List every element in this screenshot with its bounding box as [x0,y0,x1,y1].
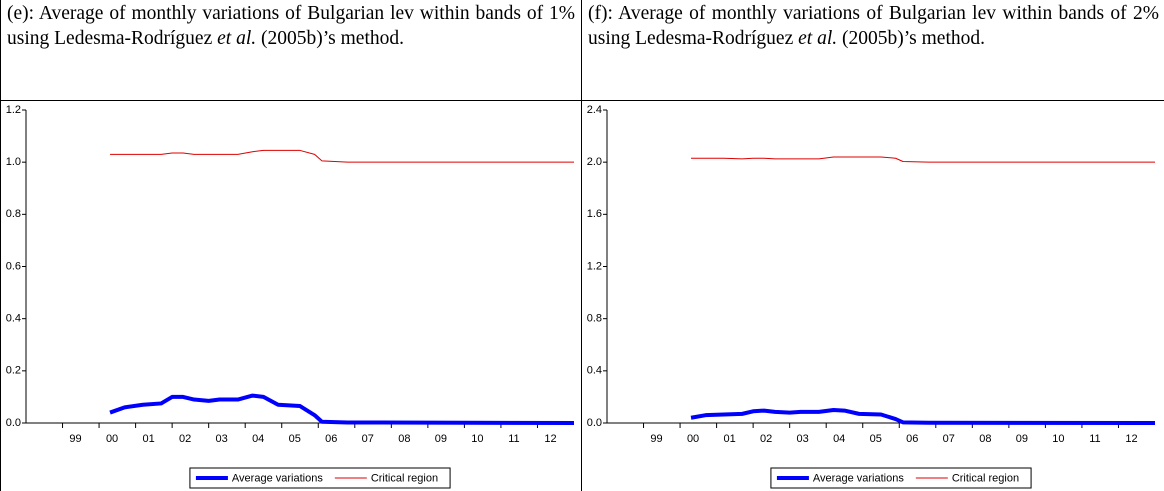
x-tick-label: 09 [1016,433,1028,445]
chart: 0.0 0.4 0.8 1.2 1.6 2.0 2.4 99 00 01 02 03 04 05 06 07 0… [587,104,1156,489]
y-tick-label: 0.8 [6,208,21,220]
legend-label: Critical region [371,472,438,484]
chart: 0.0 0.2 0.4 0.6 0.8 1.0 1.2 99 00 01 02 03 04 05 06 07 0… [6,104,575,489]
y-tick-label: 0.2 [6,365,21,377]
legend-label: Average variations [813,472,904,484]
x-tick-label: 00 [106,433,118,445]
y-tick-label: 1.0 [6,156,21,168]
series-line [690,407,1156,425]
x-tick-label: 01 [723,433,735,445]
x-tick-label: 07 [362,433,374,445]
x-tick-label: 10 [471,433,483,445]
x-tick-label: 04 [252,433,264,445]
y-tick-label: 0.4 [587,365,602,377]
x-tick-label: 00 [687,433,699,445]
x-tick-label: 01 [142,433,154,445]
x-tick-label: 08 [979,433,991,445]
x-tick-label: 05 [289,433,301,445]
legend-box [770,467,1032,489]
y-tick-label: 2.4 [587,104,602,116]
x-tick-label: 10 [1052,433,1064,445]
y-tick-label: 1.6 [587,208,602,220]
x-tick-label: 11 [1089,433,1100,445]
y-tick-label: 1.2 [6,104,21,116]
x-tick-label: 06 [906,433,918,445]
x-tick-label: 04 [833,433,845,445]
x-tick-label: 09 [435,433,447,445]
title-text: (e): Average of monthly variations of Bu… [7,3,575,49]
x-tick-label: 11 [508,433,519,445]
title-text: et al. [798,28,838,49]
series-line [691,156,1155,163]
y-tick-label: 0.0 [587,417,602,429]
x-tick-label: 02 [760,433,772,445]
x-tick-label: 02 [179,433,191,445]
x-tick-label: 03 [797,433,809,445]
legend-box [189,467,451,489]
table-rule [581,0,582,491]
series-line [109,393,575,425]
x-tick-label: 99 [69,433,81,445]
title-text: (2005b)’s method. [256,28,404,49]
table-rule [1,100,1164,101]
series-line [110,149,574,163]
panel-title: (e): Average of monthly variations of Bu… [1,0,581,100]
y-tick-label: 0.8 [587,313,602,325]
y-tick-label: 1.2 [587,260,602,272]
y-tick-label: 2.0 [587,156,602,168]
x-tick-label: 12 [544,433,556,445]
legend-label: Average variations [232,472,323,484]
x-tick-label: 99 [650,433,662,445]
title-text: (f): Average of monthly variations of Bu… [588,3,1159,49]
legend-label: Critical region [952,472,1019,484]
x-tick-label: 07 [943,433,955,445]
x-tick-label: 08 [398,433,410,445]
x-tick-label: 05 [870,433,882,445]
x-tick-label: 03 [216,433,228,445]
y-tick-label: 0.4 [6,313,21,325]
panel-title: (f): Average of monthly variations of Bu… [582,0,1164,100]
y-tick-label: 0.6 [6,260,21,272]
title-text: et al. [217,28,257,49]
x-tick-label: 06 [325,433,337,445]
x-tick-label: 12 [1125,433,1137,445]
title-text: (2005b)’s method. [837,28,985,49]
y-tick-label: 0.0 [6,417,21,429]
